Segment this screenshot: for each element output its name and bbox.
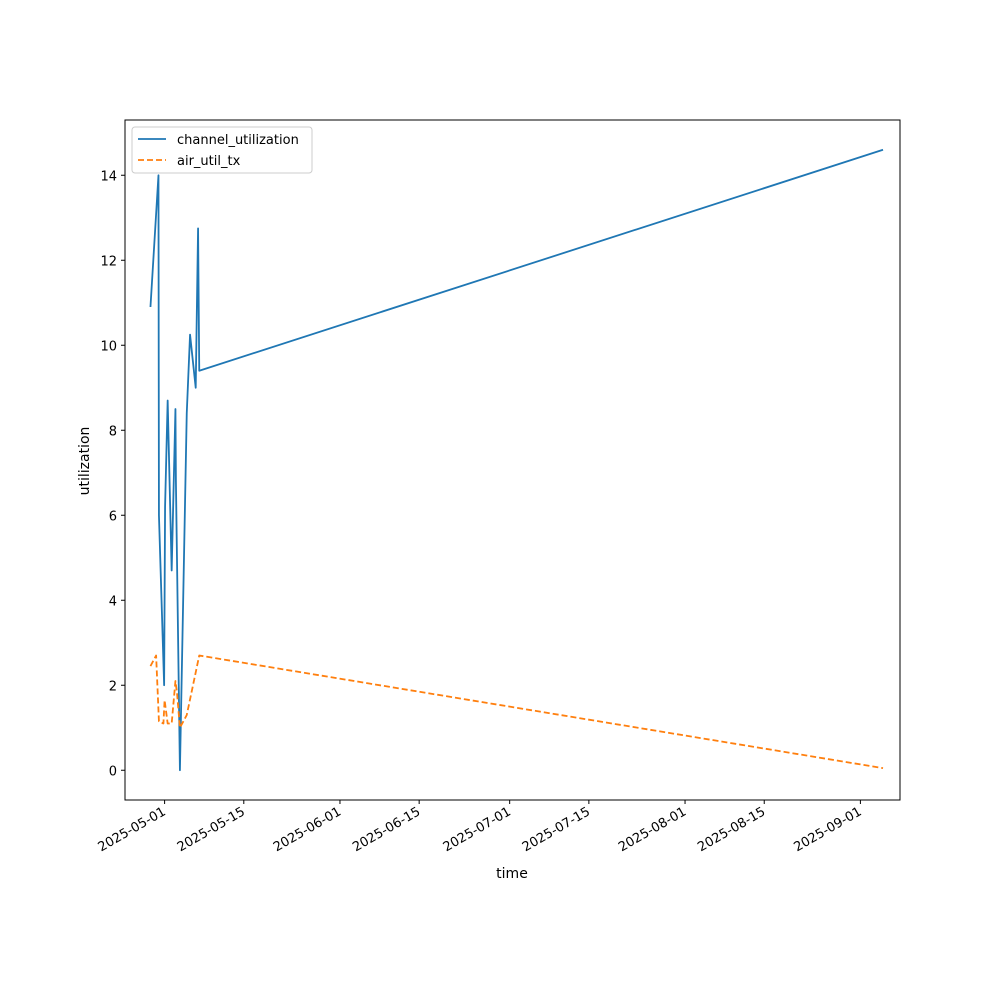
y-tick-label: 6: [109, 509, 117, 524]
y-tick-label: 0: [109, 764, 117, 779]
legend: channel_utilization air_util_tx: [131, 126, 313, 174]
y-axis: 0 2 4 6 8 10 12 14: [100, 169, 125, 779]
y-tick-label: 2: [109, 679, 117, 694]
legend-box: [131, 126, 313, 174]
y-tick-label: 14: [100, 169, 117, 184]
y-tick-label: 10: [100, 339, 117, 354]
legend-label-air-util-tx: air_util_tx: [177, 154, 241, 169]
y-tick-label: 4: [109, 594, 117, 609]
plot-frame: [124, 119, 901, 801]
x-axis-label: time: [496, 866, 528, 882]
y-tick-label: 12: [100, 254, 117, 269]
series-line-channel-utilization: [149, 148, 884, 772]
series-line-air-util-tx: [149, 654, 884, 770]
plot-area: [125, 120, 900, 800]
y-axis-label: utilization: [77, 427, 93, 496]
legend-label-channel-utilization: channel_utilization: [177, 133, 299, 148]
y-tick-label: 8: [109, 424, 117, 439]
series-layer: [149, 148, 884, 772]
